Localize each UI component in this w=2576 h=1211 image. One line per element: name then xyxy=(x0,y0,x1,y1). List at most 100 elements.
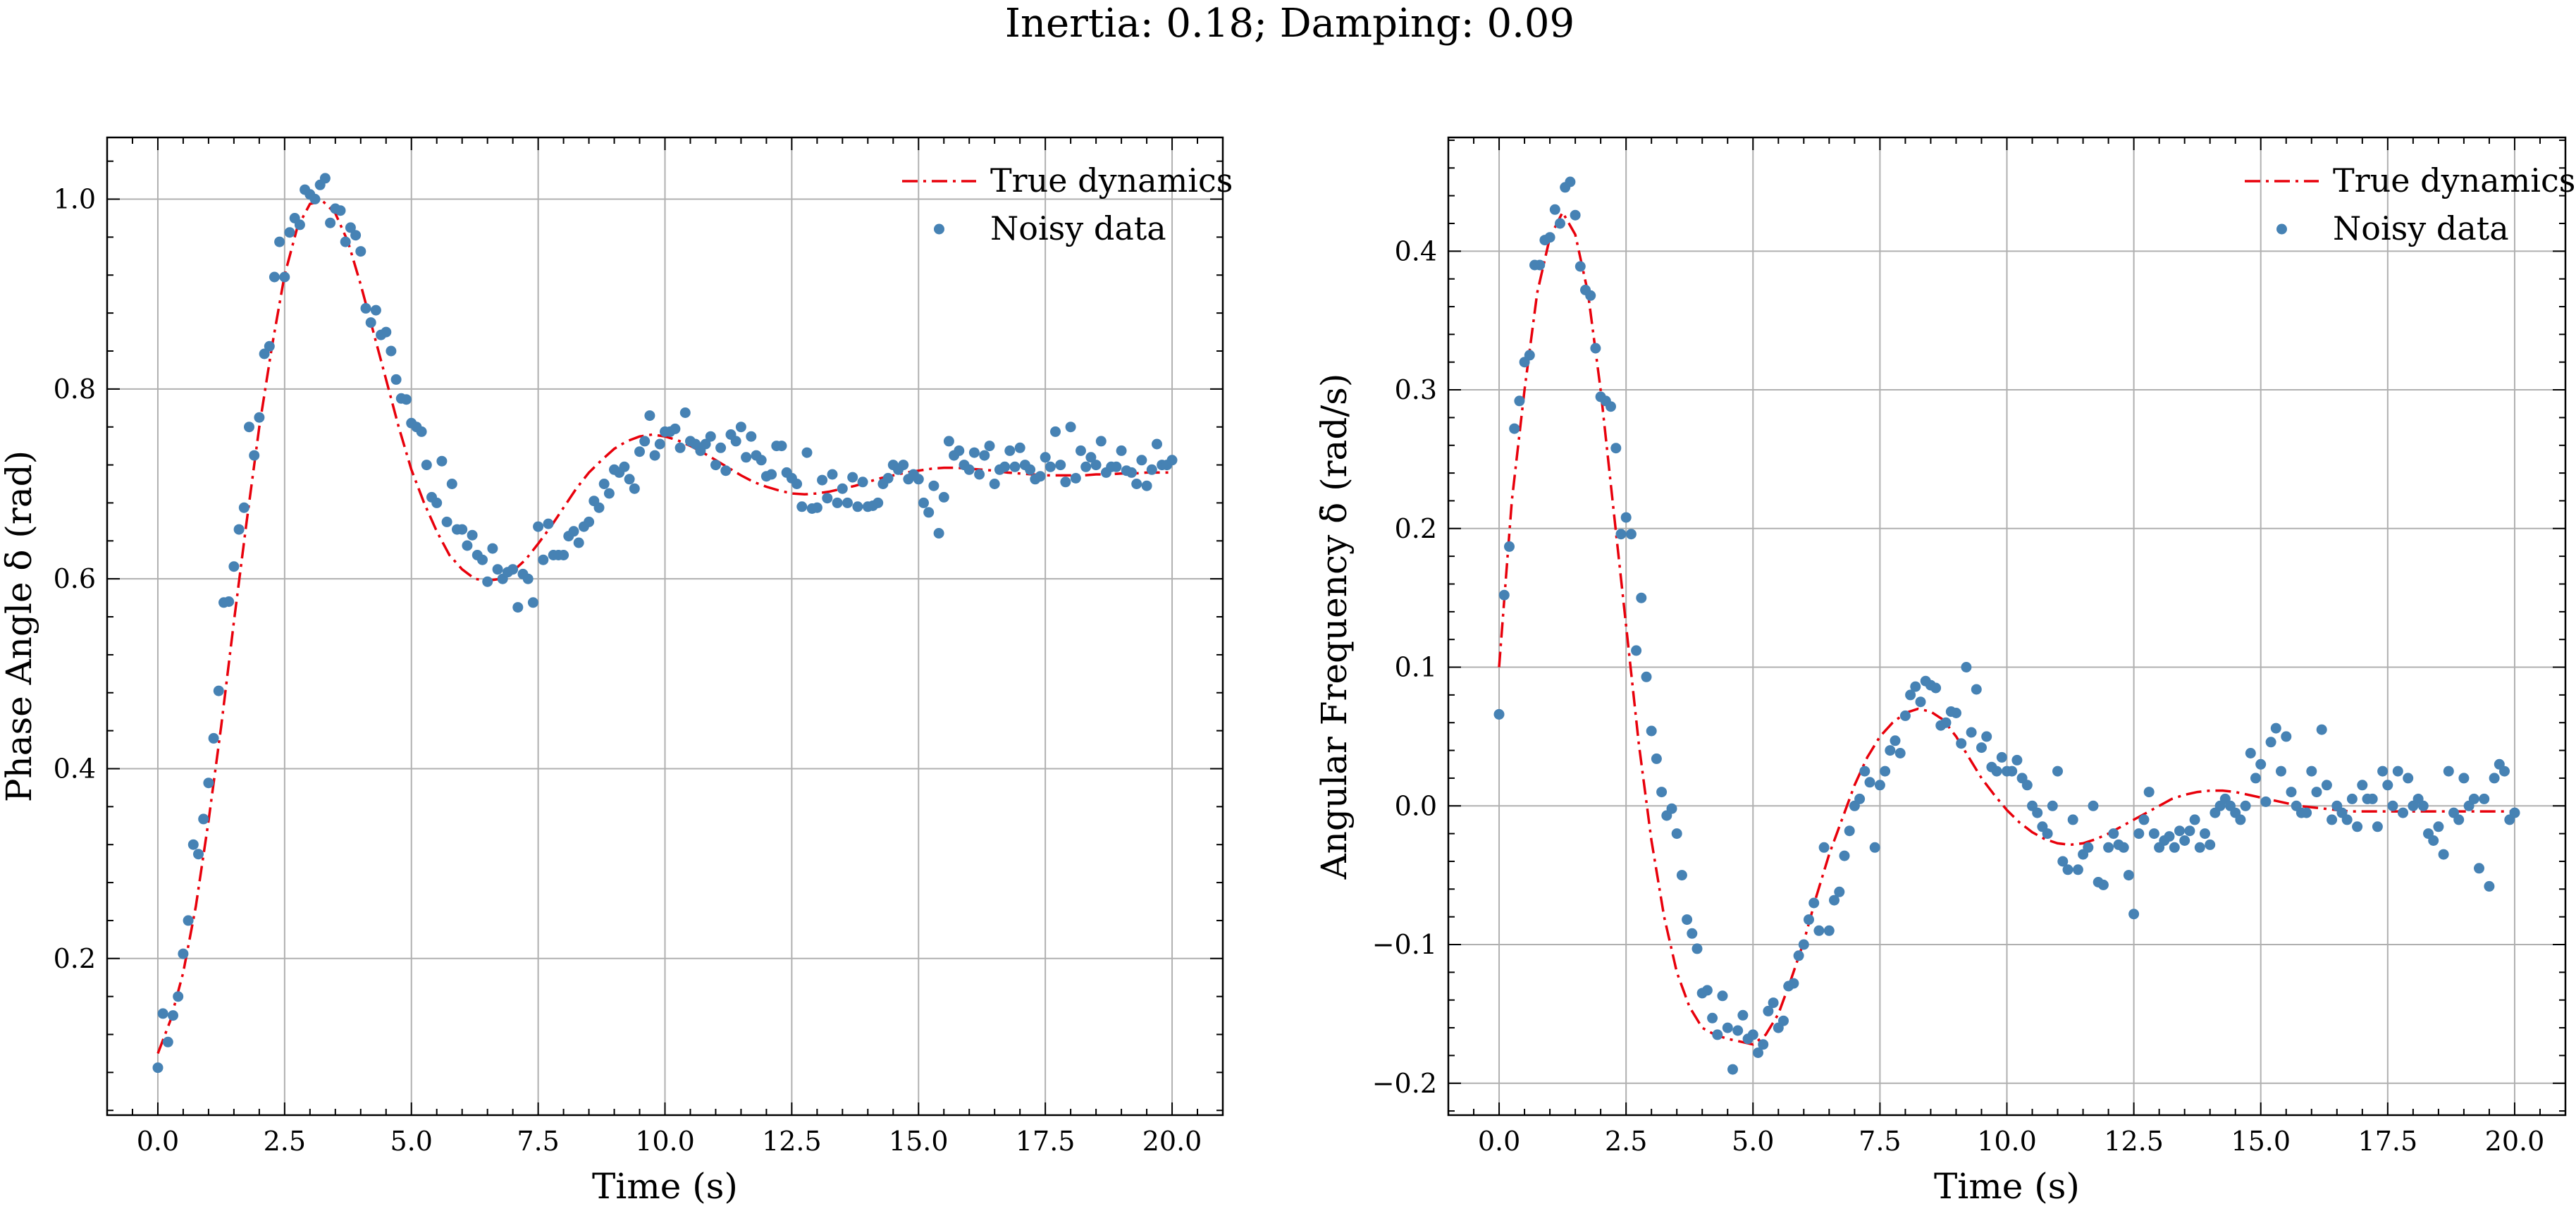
angular-frequency-noisy-point xyxy=(1778,1015,1789,1026)
angular-frequency-x-tick-label: 17.5 xyxy=(2358,1126,2418,1157)
angular-frequency-noisy-point xyxy=(1804,914,1814,926)
phase-angle-noisy-point xyxy=(1116,445,1127,456)
angular-frequency-noisy-point xyxy=(1940,717,1952,728)
phase-angle-x-tick-label: 15.0 xyxy=(889,1126,949,1157)
angular-frequency-noisy-point xyxy=(2255,758,2267,770)
phase-angle-noisy-point xyxy=(842,497,853,508)
angular-frequency-x-tick-label: 10.0 xyxy=(1977,1126,2037,1157)
angular-frequency-noisy-point xyxy=(2118,842,2129,853)
angular-frequency-noisy-point xyxy=(2189,814,2200,825)
angular-frequency-noisy-point xyxy=(2327,814,2338,825)
angular-frequency-noisy-point xyxy=(2270,723,2281,734)
phase-angle-noisy-point xyxy=(168,1010,178,1021)
angular-frequency-noisy-point xyxy=(2235,814,2246,825)
angular-frequency-noisy-point xyxy=(1768,997,1779,1009)
phase-angle-noisy-point xyxy=(441,516,452,527)
angular-frequency-noisy-point xyxy=(1656,787,1668,798)
angular-frequency-noisy-point xyxy=(2057,856,2069,867)
angular-frequency-noisy-point xyxy=(1951,708,1961,718)
phase-angle-y-tick-label: 0.8 xyxy=(54,374,96,405)
angular-frequency-noisy-point xyxy=(2372,821,2383,832)
angular-frequency-noisy-point xyxy=(1880,766,1891,777)
phase-angle-noisy-point xyxy=(898,460,909,471)
phase-angle-noisy-point xyxy=(319,173,331,184)
phase-angle-noisy-point xyxy=(401,394,412,405)
phase-angle-legend-true-dynamics: True dynamics xyxy=(990,161,1233,199)
phase-angle-ticks xyxy=(106,137,1224,1115)
phase-angle-noisy-point xyxy=(487,543,498,554)
phase-angle-legend-noisy-data: Noisy data xyxy=(990,209,1166,247)
angular-frequency-legend-point-swatch xyxy=(2276,223,2287,235)
phase-angle-noisy-point xyxy=(644,410,655,422)
angular-frequency-y-axis-label: Angular Frequency δ̇ (rad/s) xyxy=(1314,374,1355,880)
angular-frequency-noisy-point xyxy=(2346,793,2358,804)
angular-frequency-y-tick-label: 0.1 xyxy=(1395,652,1437,683)
phase-angle-noisy-point xyxy=(984,441,995,452)
angular-frequency-y-tick-label: −0.1 xyxy=(1372,929,1437,960)
phase-angle-x-tick-label: 5.0 xyxy=(390,1126,433,1157)
angular-frequency-x-tick-label: 2.5 xyxy=(1605,1126,1647,1157)
phase-angle-noisy-point xyxy=(1025,464,1036,475)
phase-angle-noisy-point xyxy=(670,423,681,434)
angular-frequency-noisy-point xyxy=(2062,864,2073,875)
angular-frequency-noisy-point xyxy=(2164,831,2175,842)
angular-frequency-x-tick-label: 15.0 xyxy=(2231,1126,2291,1157)
angular-frequency-noisy-point xyxy=(1701,985,1713,996)
angular-frequency-noisy-point xyxy=(2194,842,2205,853)
phase-angle-noisy-point xyxy=(264,340,275,352)
angular-frequency-noisy-point xyxy=(2398,807,2408,818)
phase-angle-noisy-point xyxy=(730,436,741,447)
angular-frequency-noisy-point xyxy=(1620,512,1632,523)
angular-frequency-noisy-point xyxy=(1666,803,1677,814)
phase-angle-noisy-point xyxy=(294,219,305,230)
angular-frequency-noisy-point xyxy=(1956,738,1967,749)
phase-angle-noisy-point xyxy=(1065,422,1076,433)
angular-frequency-noisy-point xyxy=(2250,773,2261,784)
angular-frequency-noisy-point xyxy=(1732,1025,1744,1036)
phase-angle-noisy-point xyxy=(873,497,884,508)
angular-frequency-noisy-point xyxy=(2286,787,2297,798)
phase-angle-noisy-point xyxy=(584,516,595,527)
phase-angle-x-tick-label: 10.0 xyxy=(635,1126,695,1157)
angular-frequency-noisy-point xyxy=(2083,842,2094,853)
phase-angle-noisy-data-points xyxy=(152,173,1178,1074)
phase-angle-noisy-point xyxy=(325,217,336,228)
angular-frequency-noisy-point xyxy=(1885,745,1896,756)
phase-angle-noisy-point xyxy=(928,480,939,491)
phase-angle-noisy-point xyxy=(822,493,833,504)
phase-angle-noisy-point xyxy=(1111,461,1122,472)
angular-frequency-noisy-point xyxy=(1894,748,1906,758)
angular-frequency-noisy-point xyxy=(1641,671,1652,682)
phase-angle-noisy-point xyxy=(847,472,858,483)
phase-angle-noisy-point xyxy=(228,561,240,572)
phase-angle-noisy-point xyxy=(340,236,351,247)
phase-angle-noisy-point xyxy=(1095,436,1107,447)
phase-angle-noisy-point xyxy=(345,222,356,233)
phase-angle-y-axis-label: Phase Angle δ (rad) xyxy=(0,450,39,802)
phase-angle-noisy-point xyxy=(223,596,235,607)
phase-angle-noisy-point xyxy=(244,422,254,433)
phase-angle-noisy-point xyxy=(817,474,828,486)
phase-angle-noisy-point xyxy=(1085,452,1097,463)
angular-frequency-noisy-point xyxy=(1869,842,1880,853)
phase-angle-noisy-point xyxy=(700,438,711,450)
angular-frequency-noisy-point xyxy=(1930,682,1942,694)
angular-frequency-y-tick-label: 0.0 xyxy=(1395,790,1437,821)
phase-angle-legend-point-swatch xyxy=(934,223,944,235)
angular-frequency-noisy-point xyxy=(2341,814,2353,825)
phase-angle-noisy-point xyxy=(254,412,265,423)
phase-angle-noisy-point xyxy=(462,540,473,551)
angular-frequency-noisy-point xyxy=(2377,766,2389,777)
angular-frequency-noisy-point xyxy=(2403,773,2414,784)
angular-frequency-noisy-point xyxy=(2352,821,2363,832)
angular-frequency-noisy-point xyxy=(2097,879,2109,890)
phase-angle-noisy-point xyxy=(989,479,1000,489)
phase-angle-noisy-point xyxy=(1080,461,1092,472)
phase-angle-noisy-point xyxy=(360,302,371,314)
angular-frequency-noisy-point xyxy=(2042,828,2053,840)
angular-frequency-noisy-point xyxy=(1631,645,1642,656)
angular-frequency-noisy-point xyxy=(2321,780,2332,791)
phase-angle-noisy-point xyxy=(746,431,757,442)
phase-angle-noisy-point xyxy=(350,230,362,241)
angular-frequency-noisy-point xyxy=(1991,766,2002,777)
